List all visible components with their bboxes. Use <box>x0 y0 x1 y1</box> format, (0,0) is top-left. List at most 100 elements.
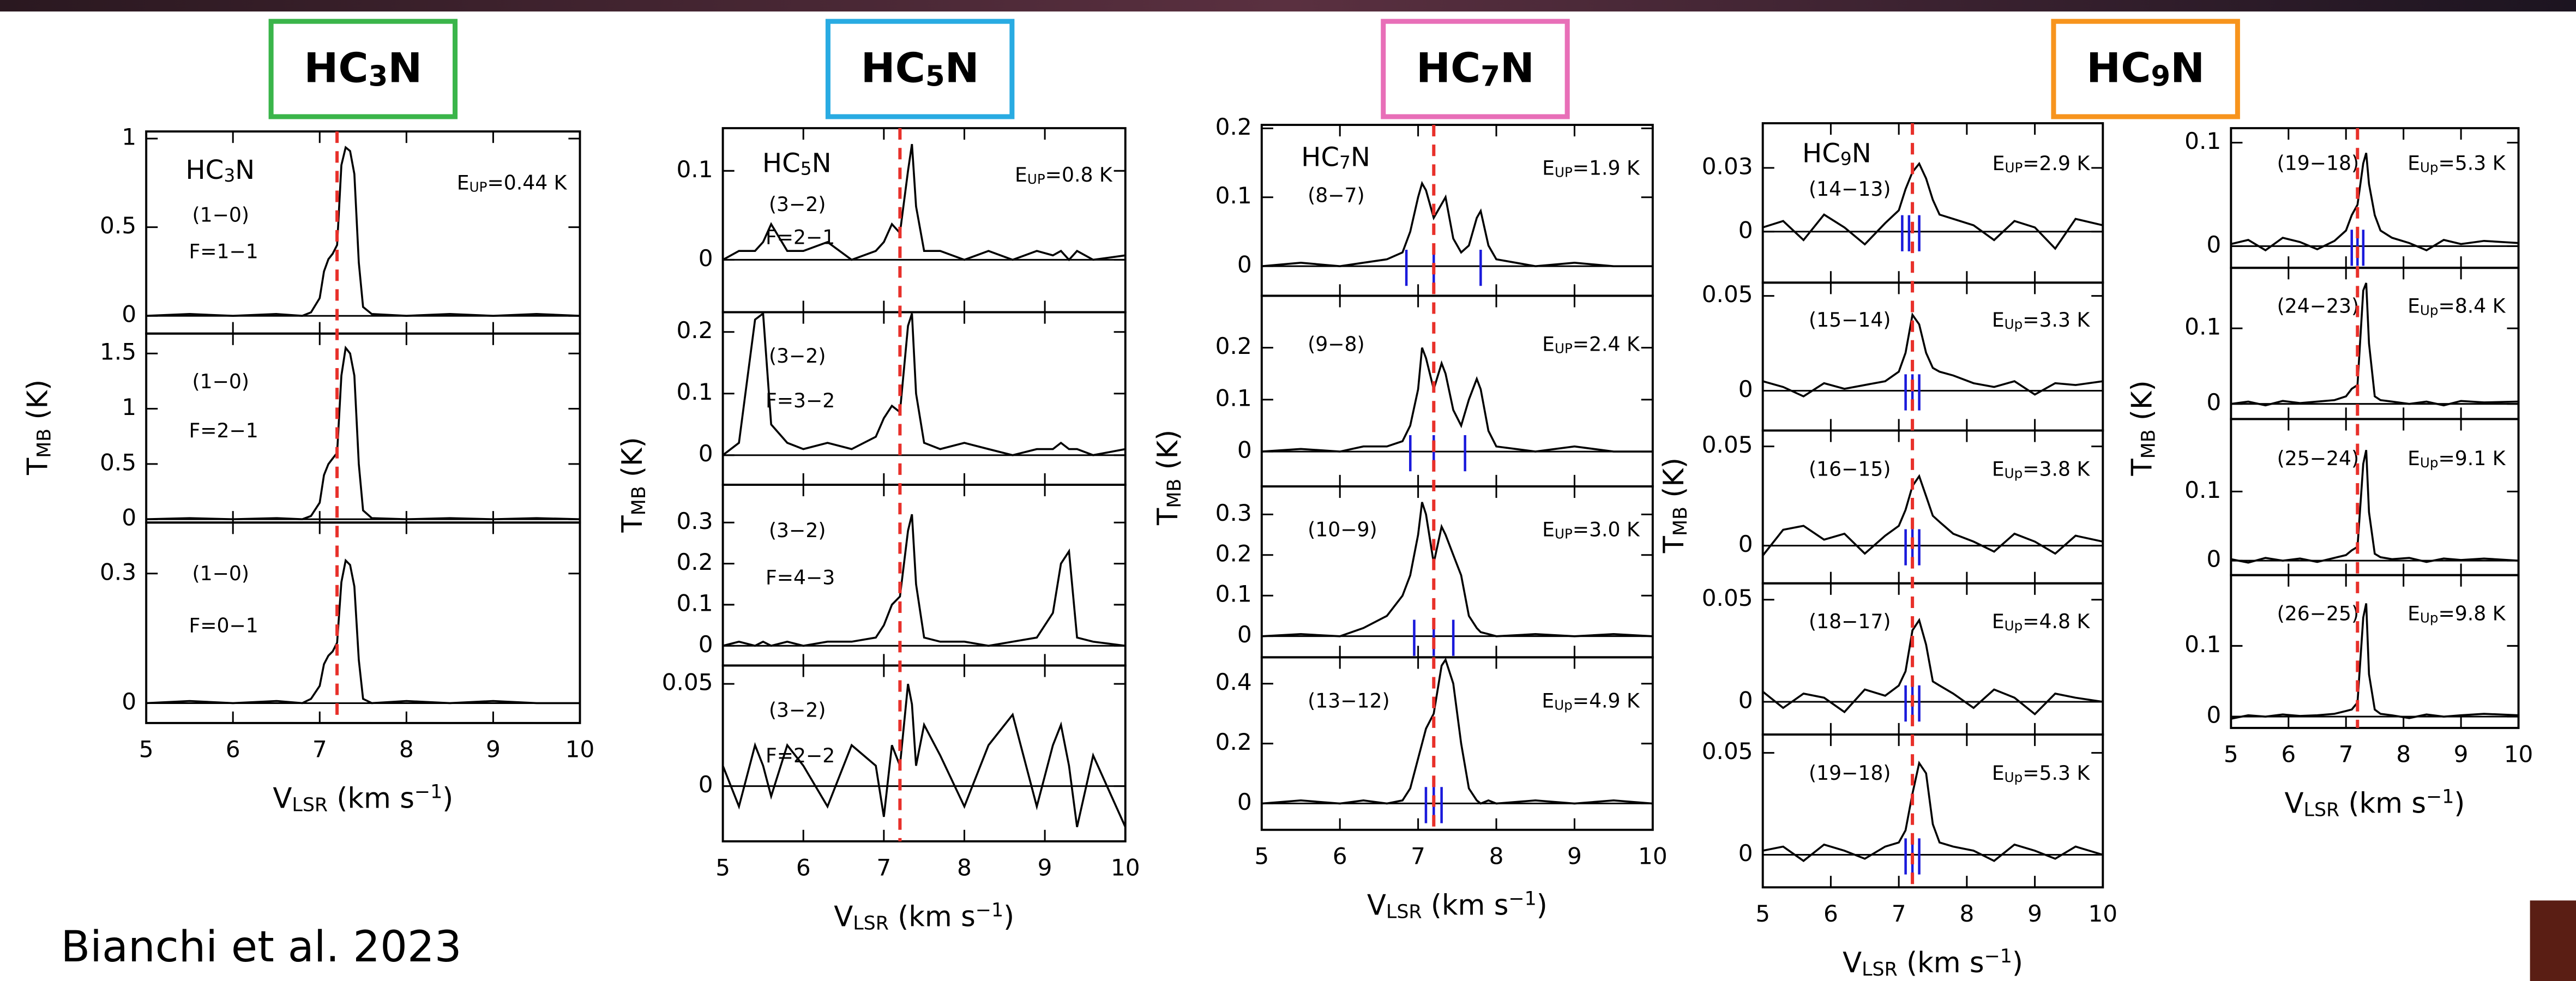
molecule-label-part: 7 <box>1339 153 1351 173</box>
y-tick-label: 0.1 <box>1215 384 1252 411</box>
energy-label: EUp=9.1 K <box>2408 447 2506 471</box>
y-tick-label: 0.05 <box>662 669 713 696</box>
molecule-label: HC7N <box>1301 142 1370 173</box>
x-axis-label-part: V <box>1843 947 1862 979</box>
x-axis-label-part: (km s <box>889 900 976 933</box>
y-tick-label: 0 <box>1738 531 1753 557</box>
y-tick-label: 0.2 <box>676 549 713 575</box>
spectrum <box>1762 474 2103 556</box>
spectrum <box>146 558 580 705</box>
energy-label-part: E <box>1993 152 2005 175</box>
x-tick-label: 8 <box>1489 842 1504 869</box>
transition-label: (14−13) <box>1809 177 1891 201</box>
panel-title-part: 7 <box>1480 61 1500 93</box>
transition-label: (16−15) <box>1809 457 1891 480</box>
energy-label-part: UP <box>1555 164 1573 180</box>
molecule-label-part: 5 <box>801 159 812 179</box>
energy-label-part: =2.9 K <box>2023 152 2090 175</box>
y-tick-label: 1 <box>122 394 136 420</box>
spectrum <box>722 144 1126 262</box>
energy-label-part: Up <box>2005 618 2023 634</box>
molecule-label-part: HC <box>1802 138 1840 168</box>
x-tick-label: 7 <box>1892 900 1906 927</box>
transition-label: (1−0) <box>192 203 249 227</box>
energy-label-part: =4.8 K <box>2023 610 2090 633</box>
y-tick-label: 0.05 <box>1702 431 1753 458</box>
y-tick-label: 0.03 <box>1702 153 1753 179</box>
y-axis-label-part: MB <box>628 486 650 515</box>
energy-label: EUP=2.9 K <box>1993 152 2091 176</box>
energy-label-part: =9.1 K <box>2439 447 2506 470</box>
y-axis-label-part: T <box>1658 535 1690 553</box>
y-tick-label: 0.5 <box>100 449 136 476</box>
y-tick-label: 0.3 <box>676 508 713 534</box>
title-box <box>1381 19 1570 119</box>
energy-label: EUp=4.8 K <box>1992 610 2091 634</box>
x-tick-label: 10 <box>1111 854 1140 881</box>
spectrum <box>146 146 580 317</box>
y-tick-label: 0.05 <box>1702 738 1753 765</box>
x-axis-label-part: V <box>273 783 292 815</box>
hyperfine-label: F=0−1 <box>189 613 258 637</box>
molecule-label-part: HC <box>1301 142 1339 173</box>
x-tick-label: 10 <box>2504 741 2533 768</box>
energy-label-part: E <box>1542 156 1555 179</box>
x-axis-label-part: ) <box>1003 900 1014 933</box>
molecule-label-part: N <box>812 148 832 179</box>
x-axis-label-part: (km s <box>1898 947 1984 979</box>
energy-label-part: Up <box>2420 455 2439 471</box>
y-tick-label: 0 <box>122 688 136 715</box>
transition-label: (19−18) <box>2277 152 2359 175</box>
y-tick-label: 0.1 <box>1215 182 1252 209</box>
title-box <box>825 19 1015 119</box>
molecule-label: HC9N <box>1802 138 1871 169</box>
energy-label-part: Up <box>2420 302 2439 318</box>
energy-label-part: UP <box>1027 171 1045 187</box>
x-tick-label: 5 <box>2224 741 2238 768</box>
x-tick-label: 6 <box>2281 741 2296 768</box>
energy-label-part: E <box>1992 761 2005 785</box>
spectrum <box>2230 603 2519 720</box>
spectrum <box>722 311 1126 456</box>
x-axis-label-part: ) <box>442 783 453 815</box>
y-tick-label: 0.2 <box>676 317 713 344</box>
y-tick-label: 0 <box>2206 702 2221 729</box>
y-axis-label-part: (K) <box>1152 430 1184 479</box>
panel-title-part: HC <box>1416 44 1480 92</box>
y-tick-label: 0 <box>1738 216 1753 243</box>
y-axis-label-part: (K) <box>1658 458 1690 507</box>
energy-label-part: E <box>1542 689 1554 713</box>
transition-label: (3−2) <box>769 519 826 542</box>
energy-label-part: Up <box>2005 769 2023 785</box>
panel-frame <box>1761 281 2104 432</box>
energy-label: EUp=3.3 K <box>1992 308 2091 332</box>
y-tick-label: 1 <box>122 124 136 151</box>
x-tick-label: 7 <box>2339 741 2354 768</box>
energy-label-part: =8.4 K <box>2439 294 2506 317</box>
molecule-label-part: 3 <box>224 165 235 186</box>
y-tick-label: 0.1 <box>1215 581 1252 607</box>
y-tick-label: 0 <box>1237 437 1252 464</box>
molecule-label-part: N <box>1351 142 1370 173</box>
x-axis-label-part: (km s <box>328 783 414 815</box>
x-axis-label-part: −1 <box>1508 888 1536 910</box>
transition-label: (18−17) <box>1809 610 1891 633</box>
panel-title-part: 5 <box>925 61 945 93</box>
y-tick-label: 0.1 <box>2184 477 2221 503</box>
spectrum <box>1261 180 1653 267</box>
transition-label: (19−18) <box>1809 761 1891 785</box>
y-axis-label-part: T <box>21 458 54 476</box>
spectrum <box>1762 617 2103 716</box>
energy-label-part: Up <box>2420 160 2439 176</box>
energy-label: EUp=9.8 K <box>2408 602 2506 626</box>
panel-title: HC7N <box>1416 44 1534 93</box>
transition-label: (3−2) <box>769 344 826 368</box>
panel-title-part: HC <box>304 44 368 92</box>
y-axis-label-part: MB <box>33 429 55 458</box>
transition-label: (1−0) <box>192 370 249 393</box>
x-tick-label: 8 <box>1959 900 1974 927</box>
molecule-label: HC5N <box>762 148 832 179</box>
energy-label-part: =0.44 K <box>487 171 567 194</box>
panel-title-part: HC <box>2086 44 2151 92</box>
